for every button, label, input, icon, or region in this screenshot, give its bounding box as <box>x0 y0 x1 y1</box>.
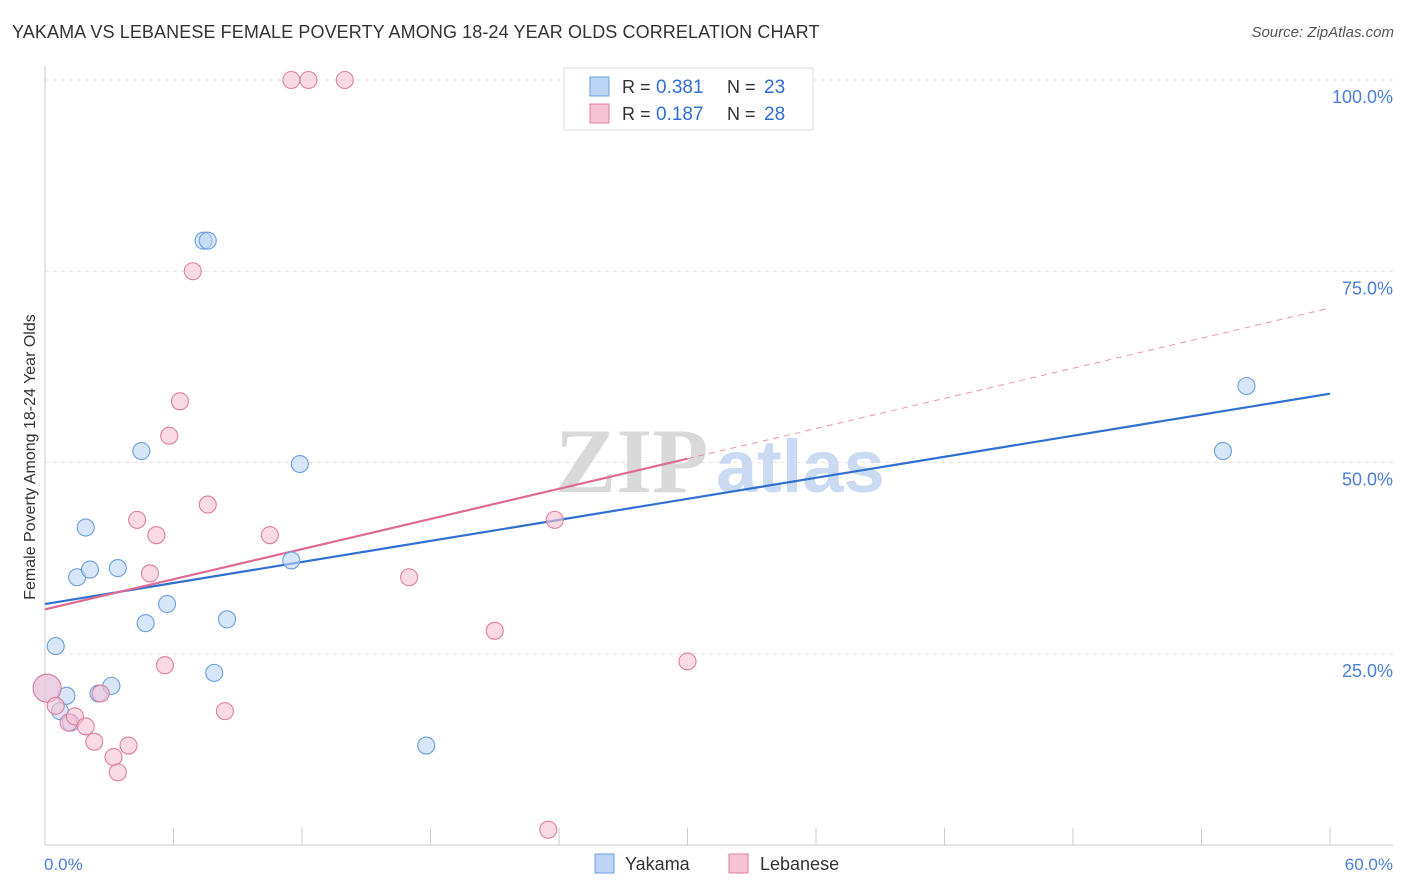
point-lebanese-7[interactable] <box>104 747 123 767</box>
legend-r-lebanese: 0.187 <box>656 104 704 125</box>
point-yakama-16[interactable] <box>205 663 224 682</box>
point-lebanese-12[interactable] <box>147 526 166 545</box>
bottom-legend-yakama: Yakama <box>625 854 691 874</box>
legend-r-yakama: 0.381 <box>656 77 704 98</box>
legend-swatch-yakama <box>589 76 610 97</box>
y-tick-label-75: 75.0% <box>1342 278 1393 298</box>
point-yakama-11[interactable] <box>132 441 151 461</box>
y-tick-label-50: 50.0% <box>1342 470 1393 490</box>
x-tick-label-min: 0.0% <box>44 855 83 874</box>
bottom-legend-swatch-lebanese <box>728 853 749 874</box>
trend-line-yakama <box>44 392 1331 606</box>
bottom-legend-swatch-yakama <box>594 853 615 874</box>
point-yakama-13[interactable] <box>158 594 177 614</box>
data-points <box>32 70 1256 839</box>
trend-lines <box>44 307 1331 611</box>
legend-n-label: N = <box>727 77 756 97</box>
point-lebanese-17[interactable] <box>198 495 217 514</box>
legend-r-label: R = <box>622 77 651 97</box>
trend-line-lebanese <box>44 457 688 611</box>
point-lebanese-21[interactable] <box>299 70 318 90</box>
point-lebanese-27[interactable] <box>678 652 697 671</box>
point-lebanese-25[interactable] <box>539 820 558 839</box>
x-tick-label-max: 60.0% <box>1345 855 1393 874</box>
point-lebanese-16[interactable] <box>183 262 202 281</box>
point-lebanese-24[interactable] <box>485 621 504 640</box>
legend-n-yakama: 23 <box>764 77 785 98</box>
point-lebanese-23[interactable] <box>400 568 419 587</box>
point-yakama-15[interactable] <box>198 231 217 250</box>
point-yakama-18[interactable] <box>282 551 301 570</box>
point-yakama-17[interactable] <box>217 610 237 629</box>
point-lebanese-26[interactable] <box>545 510 564 529</box>
point-yakama-19[interactable] <box>290 454 309 474</box>
point-yakama-10[interactable] <box>108 559 127 578</box>
point-yakama-22[interactable] <box>1237 376 1256 396</box>
point-lebanese-14[interactable] <box>160 426 179 445</box>
point-yakama-12[interactable] <box>136 614 155 633</box>
bottom-legend-lebanese: Lebanese <box>760 854 839 874</box>
legend-n-label-2: N = <box>727 104 756 124</box>
axes <box>44 66 1393 846</box>
watermark-zip: ZIP <box>555 410 708 512</box>
point-lebanese-5[interactable] <box>85 732 104 751</box>
point-lebanese-9[interactable] <box>119 736 138 755</box>
point-lebanese-1[interactable] <box>46 696 65 715</box>
point-yakama-6[interactable] <box>76 518 95 537</box>
point-lebanese-10[interactable] <box>128 510 147 529</box>
point-lebanese-11[interactable] <box>140 564 159 583</box>
point-lebanese-8[interactable] <box>108 763 127 782</box>
legend-r-label-2: R = <box>622 104 651 124</box>
point-lebanese-22[interactable] <box>335 70 354 90</box>
point-lebanese-19[interactable] <box>260 526 279 545</box>
x-tick-labels: 0.0% 60.0% <box>44 855 1393 874</box>
y-tick-label-100: 100.0% <box>1332 87 1393 107</box>
point-lebanese-0[interactable] <box>32 673 62 703</box>
bottom-legend: Yakama Lebanese <box>594 853 839 874</box>
point-lebanese-18[interactable] <box>215 702 234 721</box>
source-label: Source: ZipAtlas.com <box>1251 24 1394 41</box>
point-yakama-21[interactable] <box>1213 441 1232 461</box>
legend-n-lebanese: 28 <box>764 104 785 125</box>
grid-lines <box>45 79 1393 655</box>
point-yakama-7[interactable] <box>80 560 100 579</box>
y-tick-label-25: 25.0% <box>1342 661 1393 681</box>
point-lebanese-4[interactable] <box>76 717 95 736</box>
point-lebanese-20[interactable] <box>282 70 301 90</box>
point-yakama-20[interactable] <box>417 736 436 755</box>
legend-swatch-lebanese <box>589 103 610 124</box>
y-tick-labels: 25.0% 50.0% 75.0% 100.0% <box>1332 87 1393 681</box>
point-lebanese-6[interactable] <box>91 684 110 703</box>
point-yakama-1[interactable] <box>46 637 65 656</box>
legend-box: R = 0.381 N = 23 R = 0.187 N = 28 <box>563 67 814 131</box>
point-lebanese-13[interactable] <box>155 656 174 675</box>
watermark-atlas: atlas <box>716 425 885 508</box>
chart-title: YAKAMA VS LEBANESE FEMALE POVERTY AMONG … <box>12 22 820 42</box>
watermark: ZIP atlas <box>555 410 885 512</box>
y-axis-label: Female Poverty Among 18-24 Year Olds <box>22 314 39 600</box>
point-lebanese-15[interactable] <box>170 392 189 411</box>
